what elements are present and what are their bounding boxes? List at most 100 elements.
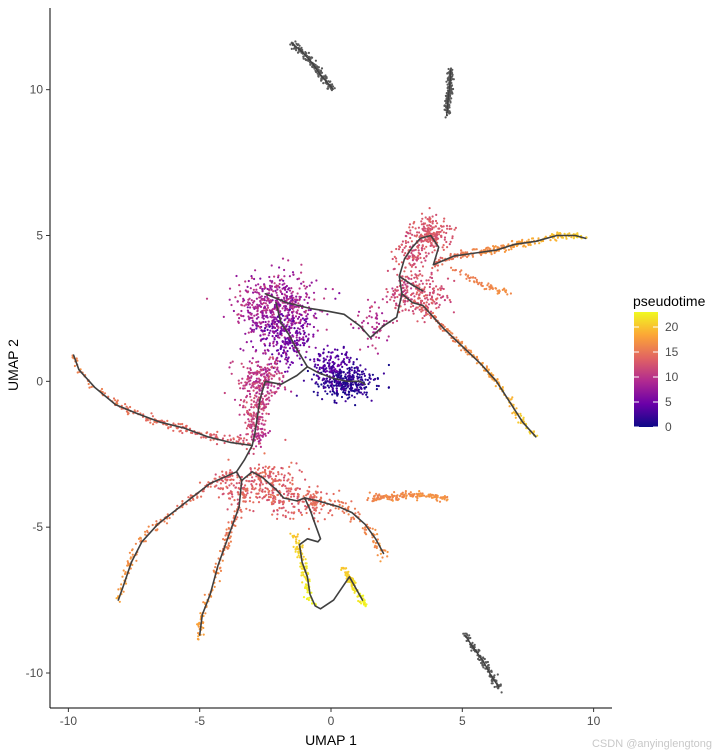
cell-point <box>504 291 507 294</box>
cell-point <box>239 437 243 440</box>
cell-point <box>408 262 411 265</box>
cell-point <box>221 470 224 473</box>
cell-point <box>337 384 340 387</box>
cell-point <box>347 384 350 387</box>
cell-point <box>443 238 446 241</box>
legend-tick-label: 10 <box>665 370 679 384</box>
cell-point <box>129 405 132 409</box>
cell-point <box>293 306 296 309</box>
cell-point <box>256 303 259 306</box>
cell-point <box>333 380 336 384</box>
cell-point <box>496 289 499 292</box>
cell-point <box>224 478 227 481</box>
cell-point <box>369 310 372 313</box>
cell-point <box>277 493 280 496</box>
cell-point <box>365 533 368 536</box>
cell-point <box>268 473 271 476</box>
cell-point <box>508 405 511 408</box>
cell-point <box>426 238 429 241</box>
cell-point <box>256 428 259 431</box>
cell-point <box>409 491 412 494</box>
cell-point <box>264 302 267 305</box>
cell-point <box>288 289 292 292</box>
cell-point <box>359 386 363 389</box>
cell-point <box>357 314 360 317</box>
cell-point <box>253 314 256 317</box>
cell-point <box>258 321 261 324</box>
cell-point <box>404 239 407 243</box>
cell-point <box>435 213 438 216</box>
cell-point <box>487 666 491 669</box>
cell-point <box>330 382 333 385</box>
cell-point <box>421 234 424 237</box>
cell-point <box>442 248 445 251</box>
cell-point <box>257 418 260 421</box>
cell-point <box>332 85 335 88</box>
cell-point <box>298 336 301 339</box>
cell-point <box>285 290 288 294</box>
cell-point <box>413 276 416 279</box>
cell-point <box>242 493 245 497</box>
cell-point <box>268 301 271 304</box>
cell-point <box>446 495 449 499</box>
cell-point <box>266 390 269 393</box>
cell-point <box>295 462 298 465</box>
cell-point <box>494 385 497 388</box>
cell-point <box>423 290 426 293</box>
cell-point <box>381 312 384 315</box>
cell-point <box>352 326 355 329</box>
cell-point <box>367 345 370 348</box>
trajectory-line <box>264 234 440 339</box>
cell-point <box>298 487 301 490</box>
cell-point <box>259 368 262 371</box>
cell-point <box>316 383 319 386</box>
cell-point <box>302 329 305 332</box>
cell-point <box>406 289 409 292</box>
cell-point <box>442 225 445 228</box>
cell-point <box>420 299 423 303</box>
cell-point <box>360 376 363 379</box>
cell-point <box>240 314 243 318</box>
cell-point <box>268 331 271 335</box>
cell-point <box>375 388 378 391</box>
cell-point <box>317 74 320 77</box>
cell-point <box>313 494 316 497</box>
cell-point <box>252 452 255 455</box>
cell-point <box>363 602 366 605</box>
cell-point <box>306 584 309 587</box>
cell-point <box>268 399 271 402</box>
cell-point <box>368 491 371 494</box>
cell-point <box>409 232 412 235</box>
cell-point <box>273 282 276 285</box>
cell-point <box>250 275 253 278</box>
cell-point <box>304 558 307 561</box>
cell-point <box>260 373 263 376</box>
cell-point <box>371 527 374 530</box>
cell-point <box>326 313 329 316</box>
cell-point <box>350 516 353 519</box>
cell-point <box>418 289 421 292</box>
cell-point <box>430 271 433 274</box>
cell-point <box>255 313 258 316</box>
cell-point <box>276 349 280 352</box>
cell-point <box>314 59 317 62</box>
cell-point <box>238 404 241 407</box>
cell-point <box>290 295 293 298</box>
cell-point <box>375 545 378 548</box>
cell-point <box>176 504 179 507</box>
cell-point <box>375 384 378 387</box>
cell-point <box>445 224 449 227</box>
cell-point <box>280 473 283 476</box>
cell-point <box>459 252 463 255</box>
y-tick-label: -5 <box>32 520 43 534</box>
cell-point <box>362 319 365 323</box>
cell-point <box>237 321 240 324</box>
cell-point <box>496 292 499 295</box>
cell-point <box>350 394 354 397</box>
cell-point <box>287 321 290 324</box>
cell-point <box>316 391 319 394</box>
cell-point <box>419 256 422 259</box>
trajectory-line <box>117 471 238 601</box>
cell-point <box>342 377 345 380</box>
cell-point <box>291 290 294 293</box>
